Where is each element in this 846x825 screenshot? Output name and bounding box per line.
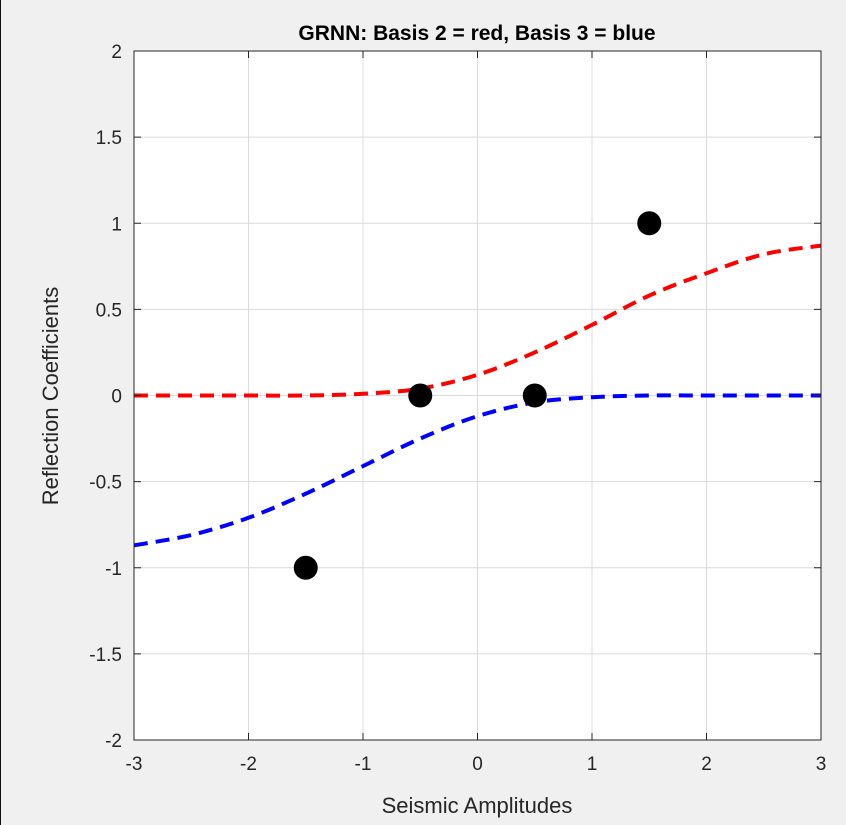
red-basis-line bbox=[133, 243, 822, 398]
x-tick-label: 2 bbox=[701, 754, 712, 775]
y-tick-label: 0.5 bbox=[96, 300, 122, 321]
y-tick-label: -2 bbox=[105, 731, 122, 752]
y-tick-label: 1 bbox=[111, 214, 122, 235]
data-point bbox=[522, 383, 547, 408]
x-tick-labels: -3 -2 -1 0 1 2 3 bbox=[126, 754, 827, 775]
y-tick-label: 1.5 bbox=[96, 128, 122, 149]
x-tick-label: -3 bbox=[126, 754, 143, 775]
data-point bbox=[637, 211, 662, 236]
y-tick-label: -1 bbox=[105, 559, 122, 580]
data-point bbox=[408, 383, 433, 408]
x-tick-label: 3 bbox=[816, 754, 827, 775]
chart-title: GRNN: Basis 2 = red, Basis 3 = blue bbox=[298, 22, 655, 45]
x-tick-label: -2 bbox=[240, 754, 257, 775]
y-tick-labels: 2 1.5 1 0.5 0 -0.5 -1 -1.5 -2 bbox=[89, 42, 122, 752]
y-tick-label: -1.5 bbox=[89, 645, 122, 666]
x-tick-label: -1 bbox=[355, 754, 372, 775]
y-tick-label: 2 bbox=[111, 42, 122, 63]
ticks-group bbox=[133, 50, 822, 741]
x-axis-label: Seismic Amplitudes bbox=[382, 793, 573, 818]
x-tick-label: 0 bbox=[472, 754, 483, 775]
series-group bbox=[133, 211, 822, 580]
y-tick-label: 0 bbox=[111, 387, 122, 408]
y-tick-label: -0.5 bbox=[89, 473, 122, 494]
x-tick-label: 1 bbox=[587, 754, 598, 775]
blue-basis-line bbox=[133, 393, 821, 548]
data-point bbox=[293, 555, 318, 580]
y-axis-label: Reflection Coefficients bbox=[38, 287, 63, 506]
